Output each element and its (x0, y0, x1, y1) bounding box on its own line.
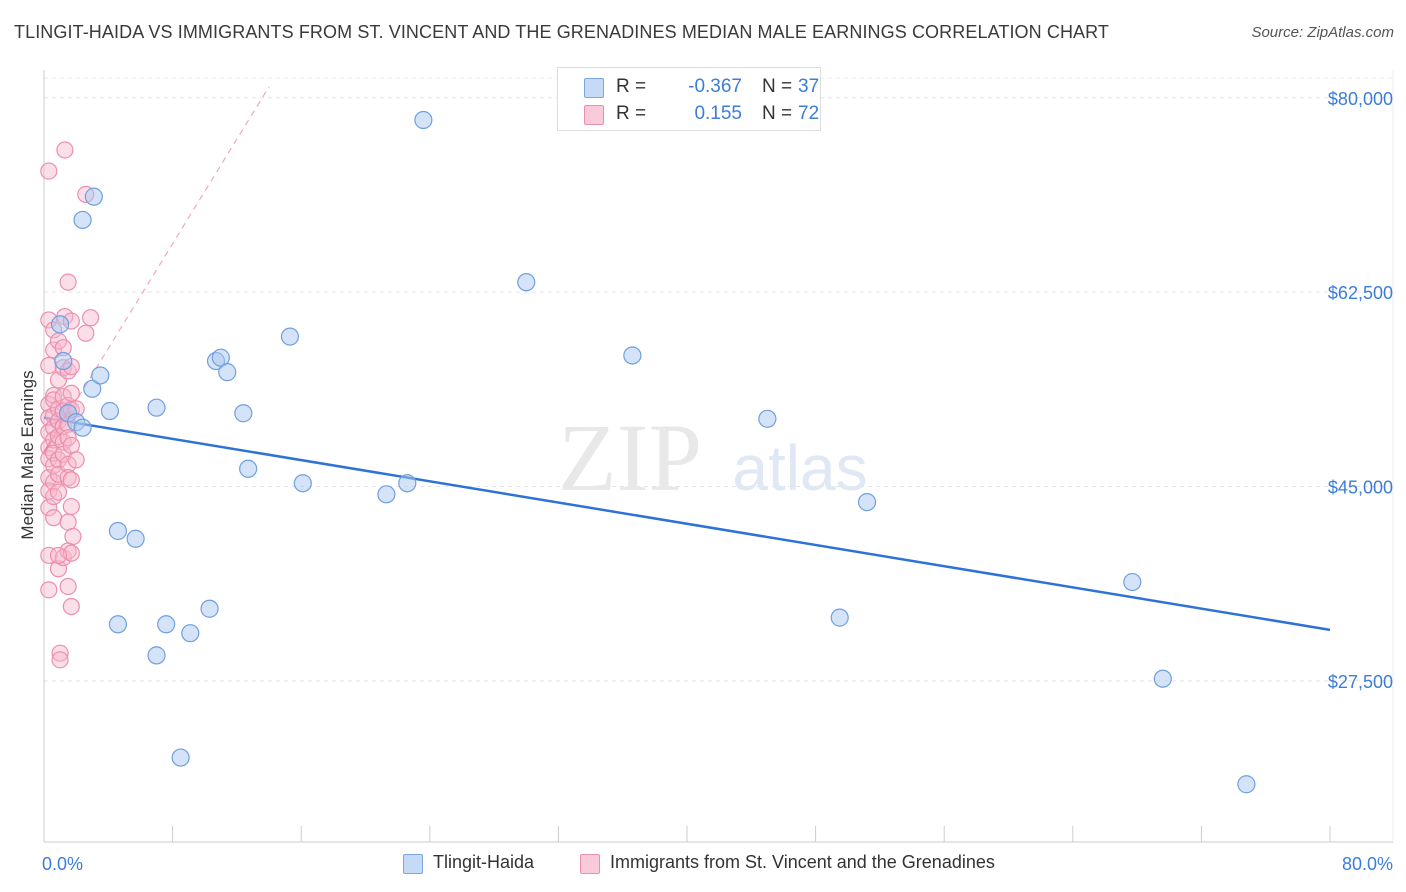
legend-n-value: 72 (798, 103, 820, 124)
tick-labels: $27,500 $45,000 $62,500 $80,000 0.0% 80.0% (42, 89, 1393, 874)
tlingit-haida-point-5 (73, 210, 92, 230)
tlingit-haida-point-23 (239, 459, 258, 478)
immigrants-point-35 (51, 651, 69, 669)
immigrants-point-71 (49, 546, 68, 565)
tlingit-haida-point-14 (147, 646, 166, 665)
legend-r-label: R = (616, 76, 647, 97)
tlingit-haida-point-8 (91, 366, 110, 385)
y-tick-label-27500: $27,500 (1328, 672, 1393, 692)
tlingit-haida-point-0 (50, 315, 70, 334)
immigrants-point-32 (49, 483, 68, 501)
immigrants-point-56 (62, 597, 80, 616)
legend-r-value: -0.367 (688, 76, 742, 97)
immigrants-point-21 (45, 456, 63, 475)
tlingit-haida-point-25 (293, 474, 312, 493)
immigrants-point-30 (49, 451, 68, 469)
tlingit-haida-point-13 (147, 398, 166, 417)
immigrants-point-70 (82, 309, 100, 327)
y-tick-label-80000: $80,000 (1328, 89, 1393, 109)
immigrants-point-66 (67, 451, 85, 469)
tlingit-haida-point-36 (1237, 775, 1256, 794)
tlingit-haida-point-7 (84, 187, 103, 206)
series-tlingit-haida-points (50, 110, 1256, 794)
watermark-atlas: atlas (732, 432, 867, 504)
tlingit-haida-point-22 (234, 404, 253, 423)
legend-n-value: 37 (798, 76, 820, 97)
immigrants-point-57 (62, 544, 80, 562)
immigrants-point-24 (45, 509, 63, 527)
immigrants-trend-extension (43, 86, 270, 454)
tlingit-haida-point-21 (218, 363, 237, 382)
watermark: ZIP atlas (558, 404, 868, 511)
legend-swatch-pink (584, 105, 604, 125)
bottom-legend-label: Tlingit-Haida (433, 852, 535, 872)
immigrants-point-34 (51, 644, 69, 662)
tlingit-haida-point-1 (54, 351, 73, 371)
bottom-legend-swatch-blue (403, 854, 423, 874)
tlingit-haida-trend-line (43, 416, 1331, 632)
bottom-legend-swatch-pink (580, 854, 600, 874)
tlingit-haida-point-29 (517, 273, 536, 292)
tlingit-haida-point-31 (758, 409, 777, 428)
tlingit-haida-point-28 (414, 110, 433, 130)
tlingit-haida-point-6 (83, 379, 102, 398)
tlingit-haida-point-9 (100, 401, 120, 421)
tlingit-haida-point-4 (73, 418, 92, 437)
tlingit-haida-point-34 (1123, 572, 1142, 592)
immigrants-point-12 (40, 581, 58, 599)
tlingit-haida-point-30 (623, 346, 642, 365)
tlingit-haida-point-32 (830, 608, 849, 627)
y-axis-label: Median Male Earnings (18, 370, 37, 539)
chart-title: TLINGIT-HAIDA VS IMMIGRANTS FROM ST. VIN… (14, 22, 1110, 42)
tlingit-haida-point-18 (200, 599, 219, 618)
tlingit-haida-point-26 (377, 485, 396, 504)
legend-n-label: N = (762, 76, 793, 97)
immigrants-point-11 (40, 546, 58, 565)
y-tick-label-45000: $45,000 (1328, 478, 1393, 498)
immigrants-point-0 (40, 162, 58, 180)
immigrants-point-45 (59, 273, 77, 291)
tlingit-haida-point-10 (108, 521, 128, 541)
immigrants-point-10 (40, 499, 58, 517)
x-tick-label-start: 0.0% (42, 854, 83, 874)
immigrants-point-59 (62, 471, 80, 489)
y-tick-label-62500: $62,500 (1328, 283, 1393, 303)
tlingit-haida-point-16 (171, 748, 190, 767)
immigrants-point-62 (62, 384, 80, 402)
trend-lines (42, 86, 1331, 632)
immigrants-point-60 (62, 436, 80, 455)
immigrants-point-58 (62, 497, 80, 516)
immigrants-point-33 (49, 560, 68, 578)
legend-n-label: N = (762, 103, 793, 124)
tlingit-haida-point-35 (1153, 669, 1172, 688)
legend-r-value: 0.155 (694, 103, 742, 124)
immigrants-point-54 (59, 577, 77, 596)
immigrants-point-65 (64, 527, 82, 546)
tlingit-haida-point-11 (108, 615, 128, 634)
tlingit-haida-point-12 (126, 529, 145, 548)
tlingit-haida-point-17 (181, 624, 200, 643)
source-label: Source: ZipAtlas.com (1251, 24, 1394, 41)
immigrants-point-69 (77, 324, 95, 342)
watermark-zip: ZIP (558, 404, 702, 511)
x-tick-label-end: 80.0% (1342, 854, 1393, 874)
tlingit-haida-point-27 (398, 474, 417, 493)
tlingit-haida-point-24 (280, 327, 300, 346)
axes (43, 70, 1393, 843)
legend-r-label: R = (616, 103, 647, 124)
tlingit-haida-point-15 (157, 615, 176, 634)
bottom-legend-label: Immigrants from St. Vincent and the Gren… (610, 852, 995, 872)
immigrants-point-55 (56, 141, 74, 159)
gridlines (44, 70, 1394, 842)
tlingit-haida-point-33 (857, 492, 877, 512)
immigrants-point-52 (59, 513, 77, 531)
legend-swatch-blue (584, 78, 604, 98)
correlation-legend: R = -0.367 N = 37 R = 0.155 N = 72 (557, 67, 821, 131)
